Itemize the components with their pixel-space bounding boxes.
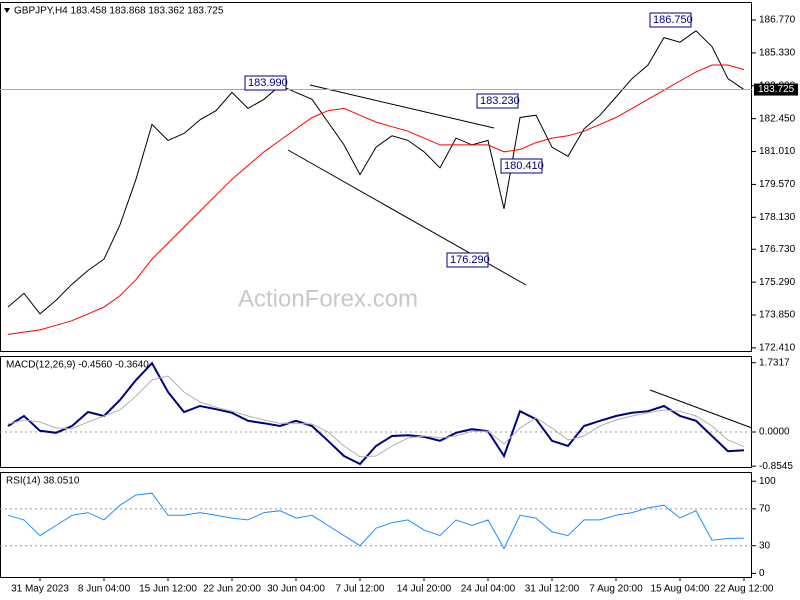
x-tick-label: 7 Jul 12:00	[336, 584, 385, 595]
annotation-box	[446, 252, 489, 268]
y-tick-label: 1.7317	[759, 357, 790, 368]
y-tick-label: 173.850	[759, 310, 796, 321]
annotation: 183.990	[248, 77, 288, 89]
annotation: 180.410	[504, 160, 544, 172]
trend-line	[309, 84, 495, 129]
x-tick-label: 14 Jul 20:00	[397, 584, 452, 595]
panel-frame	[0, 2, 752, 352]
last-price-label: 183.725	[758, 84, 795, 95]
y-tick-label: 30	[759, 540, 771, 551]
watermark: ActionForex.com	[238, 285, 418, 312]
y-tick-label: 186.770	[759, 15, 796, 26]
y-tick-label: -0.8545	[759, 461, 793, 472]
y-tick-label: 176.730	[759, 244, 796, 255]
annotation-box	[500, 158, 543, 174]
x-tick-label: 30 Jun 04:00	[267, 584, 325, 595]
y-tick-label: 0.0000	[759, 427, 790, 438]
y-tick-label: 185.330	[759, 48, 796, 59]
y-tick-label: 0	[759, 568, 765, 579]
panel-frame	[0, 356, 752, 468]
last-price-box	[754, 83, 798, 96]
annotation-box	[649, 12, 692, 28]
annotation-box	[244, 75, 287, 91]
series-line	[7, 361, 745, 466]
annotation: 176.290	[450, 254, 490, 266]
y-tick-label: 100	[759, 476, 776, 487]
y-tick-label: 182.450	[759, 113, 796, 124]
panel-frame	[0, 472, 752, 578]
x-tick-label: 31 Jul 12:00	[525, 584, 580, 595]
x-tick-label: 7 Aug 20:00	[589, 584, 643, 595]
trend-line	[649, 389, 753, 429]
annotation: 183.230	[480, 95, 520, 107]
x-tick-label: 15 Aug 04:00	[651, 584, 710, 595]
x-tick-label: 8 Jun 04:00	[78, 584, 131, 595]
x-tick-label: 22 Jun 20:00	[203, 584, 261, 595]
y-tick-label: 181.010	[759, 146, 796, 157]
y-tick-label: 179.570	[759, 179, 796, 190]
panel-title: RSI(14) 38.0510	[6, 476, 80, 487]
series-line	[7, 64, 745, 335]
x-tick-label: 22 Aug 12:00	[715, 584, 774, 595]
panel-title: MACD(12,26,9) -0.4560 -0.3640	[6, 360, 149, 371]
x-tick-label: 31 May 2023	[11, 584, 69, 595]
panel-title: GBPJPY,H4 183.458 183.868 183.362 183.72…	[14, 6, 224, 17]
x-tick-label: 15 Jun 12:00	[139, 584, 197, 595]
y-tick-label: 178.130	[759, 212, 796, 223]
y-tick-label: 172.410	[759, 343, 796, 354]
annotation: 186.750	[653, 14, 693, 26]
series-line	[7, 30, 745, 315]
menu-icon	[4, 8, 10, 13]
series-line	[7, 492, 745, 550]
y-tick-label: 175.290	[759, 277, 796, 288]
y-tick-label: 70	[759, 504, 771, 515]
x-tick-label: 24 Jul 04:00	[461, 584, 516, 595]
annotation-box	[476, 93, 519, 109]
series-line	[7, 375, 745, 458]
